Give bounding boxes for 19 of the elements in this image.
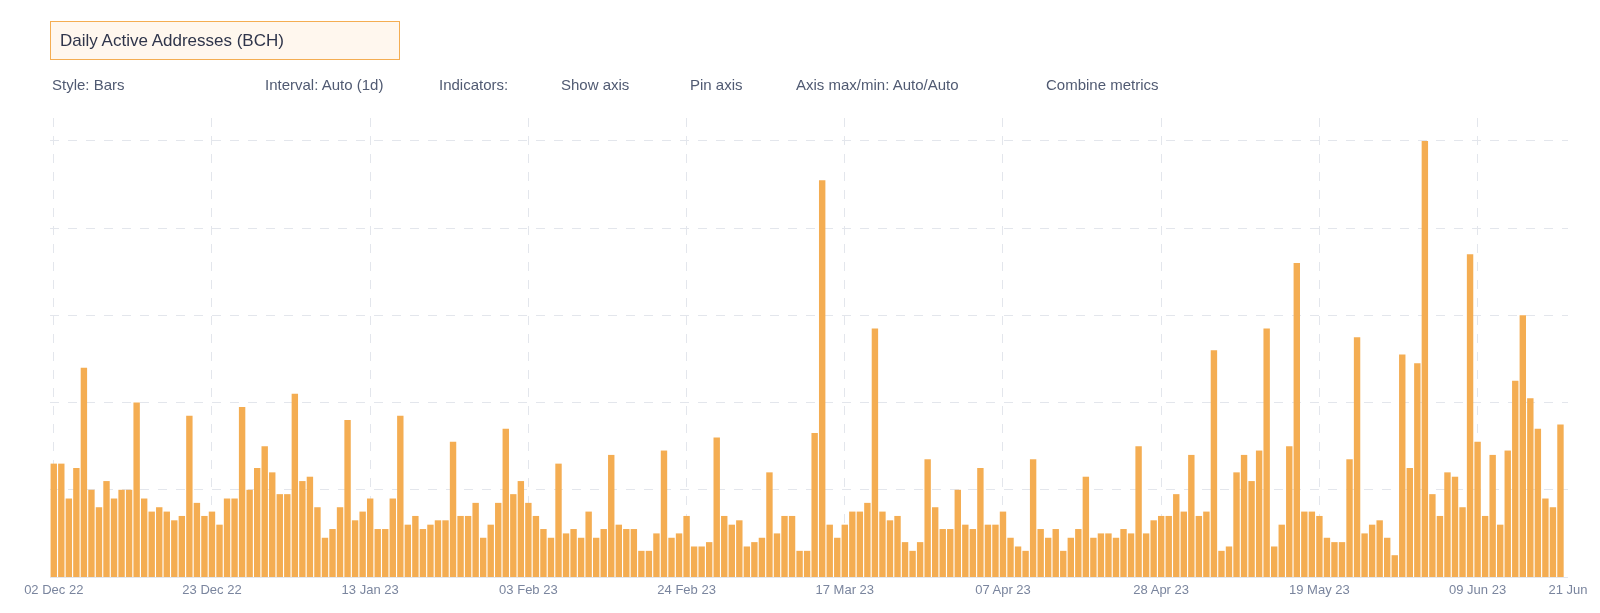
x-tick-label: 09 Jun 23 — [1449, 581, 1507, 597]
chart-title: Daily Active Addresses (BCH) — [60, 31, 284, 50]
x-tick-label: 28 Apr 23 — [1133, 581, 1190, 597]
text: Show axis — [561, 76, 630, 93]
x-tick-label: 03 Feb 23 — [499, 581, 558, 597]
x-tick-label: 23 Dec 22 — [182, 581, 242, 597]
text: Interval: Auto (1d) — [265, 76, 384, 93]
x-tick-label: 21 Jun — [1548, 581, 1588, 597]
text: Style: Bars — [52, 76, 125, 93]
text: Indicators: — [439, 76, 509, 93]
x-tick-label: 17 Mar 23 — [815, 581, 875, 597]
text: Pin axis — [690, 76, 743, 93]
x-tick-label: 13 Jan 23 — [341, 581, 399, 597]
text: Axis max/min: Auto/Auto — [796, 76, 959, 93]
x-tick-label: 02 Dec 22 — [24, 581, 84, 597]
x-tick-label: 07 Apr 23 — [975, 581, 1031, 597]
text: Combine metrics — [1046, 76, 1159, 93]
x-tick-label: 24 Feb 23 — [657, 581, 716, 597]
x-tick-label: 19 May 23 — [1289, 581, 1350, 597]
